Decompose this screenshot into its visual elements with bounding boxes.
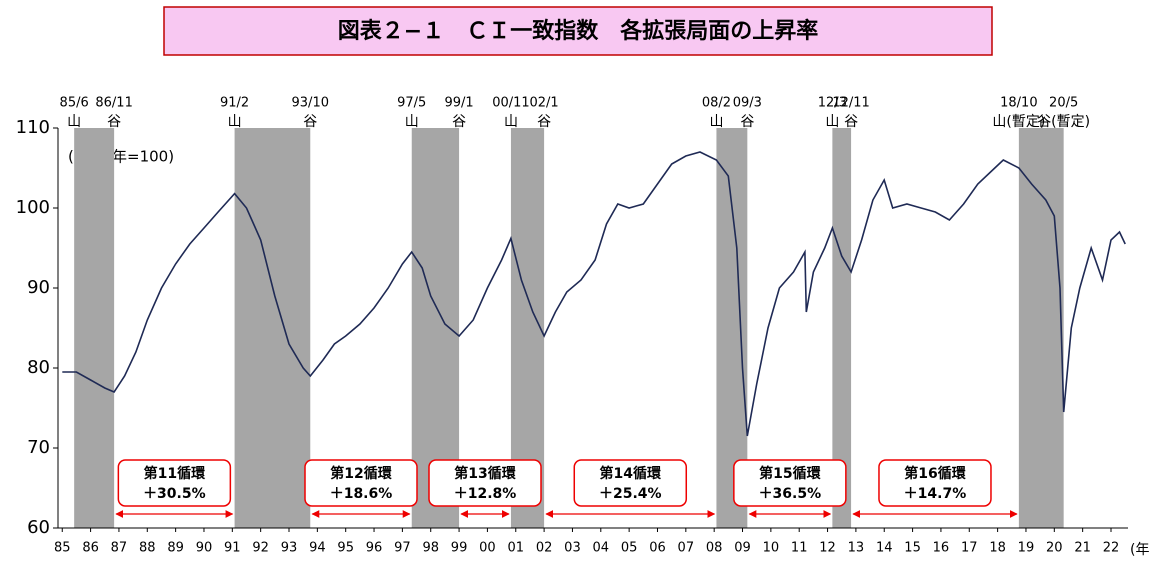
x-tick-label: 90 <box>196 541 213 556</box>
cycle-name: 第13循環 <box>454 465 516 482</box>
x-tick-label: 94 <box>309 541 326 556</box>
cycle-rate: ＋12.8% <box>454 486 517 502</box>
x-tick-label: 96 <box>366 541 383 556</box>
x-tick-label: 10 <box>763 541 780 556</box>
turning-kind: 谷(暫定) <box>1037 114 1090 130</box>
cycle-rate: ＋30.5% <box>143 486 206 502</box>
recession-band <box>74 128 115 528</box>
cycle-rate: ＋14.7% <box>904 486 967 502</box>
cycle-name: 第16循環 <box>904 465 966 482</box>
title-box <box>163 6 993 56</box>
y-tick-label: 100 <box>16 197 50 218</box>
x-tick-label: 20 <box>1046 541 1063 556</box>
x-tick-label: 98 <box>422 541 439 556</box>
x-tick-label: 17 <box>961 541 978 556</box>
x-tick-label: 15 <box>904 541 921 556</box>
cycle-rate: ＋18.6% <box>330 486 393 502</box>
x-tick-label: 02 <box>536 541 553 556</box>
x-tick-label: 92 <box>252 541 269 556</box>
turning-kind: 山 <box>825 114 839 130</box>
turning-kind: 山(暫定) <box>992 114 1045 130</box>
cycle-box <box>304 459 418 507</box>
turning-date: 85/6 <box>60 96 89 111</box>
cycle-box <box>117 459 232 507</box>
x-tick-label: 08 <box>706 541 723 556</box>
turning-date: 12/11 <box>832 96 869 111</box>
x-tick-label: 89 <box>167 541 184 556</box>
turning-kind: 山 <box>405 114 419 130</box>
x-tick-label: 07 <box>678 541 695 556</box>
x-tick-label: 04 <box>593 541 610 556</box>
y-tick-label: 80 <box>27 357 50 378</box>
turning-kind: 山 <box>504 114 518 130</box>
turning-kind: 谷 <box>107 114 121 130</box>
turning-date: 09/3 <box>733 96 762 111</box>
recession-band <box>1018 128 1064 528</box>
x-tick-label: 91 <box>224 541 241 556</box>
turning-date: 08/2 <box>702 96 731 111</box>
turning-date: 91/2 <box>220 96 249 111</box>
x-tick-label: 14 <box>876 541 893 556</box>
turning-date: 97/5 <box>397 96 426 111</box>
turning-date: 12/3 <box>818 96 847 111</box>
x-tick-label: 13 <box>848 541 865 556</box>
x-tick-label: 88 <box>139 541 156 556</box>
cycle-name: 第15循環 <box>759 465 821 482</box>
turning-kind: 山 <box>67 114 81 130</box>
turning-kind: 谷 <box>740 114 754 130</box>
turning-kind: 山 <box>228 114 242 130</box>
x-tick-label: 18 <box>989 541 1006 556</box>
turning-date: 02/1 <box>530 96 559 111</box>
x-tick-label: 97 <box>394 541 411 556</box>
x-tick-label: 00 <box>479 541 496 556</box>
x-tick-label: 87 <box>111 541 128 556</box>
turning-date: 93/10 <box>292 96 329 111</box>
turning-kind: 谷 <box>844 114 858 130</box>
turning-kind: 谷 <box>303 114 317 130</box>
turning-date: 00/11 <box>492 96 529 111</box>
turning-date: 86/11 <box>95 96 132 111</box>
x-tick-label: 93 <box>281 541 298 556</box>
x-tick-label: 21 <box>1074 541 1091 556</box>
x-tick-label: 85 <box>54 541 71 556</box>
cycle-name: 第11循環 <box>144 465 206 482</box>
cycle-name: 第14循環 <box>600 465 662 482</box>
cycle-box <box>573 459 688 507</box>
x-tick-label: 09 <box>734 541 751 556</box>
cycle-name: 第12循環 <box>330 465 392 482</box>
x-tick-label: 99 <box>451 541 468 556</box>
x-tick-label: 11 <box>791 541 808 556</box>
x-tick-label: 19 <box>1018 541 1035 556</box>
turning-date: 20/5 <box>1049 96 1078 111</box>
cycle-box <box>733 459 847 507</box>
x-tick-label: 06 <box>649 541 666 556</box>
recession-band <box>234 128 311 528</box>
x-axis-label: (年 <box>1130 542 1149 558</box>
cycle-rate: ＋25.4% <box>599 486 662 502</box>
recession-band <box>832 128 852 528</box>
y-tick-label: 60 <box>27 517 50 538</box>
turning-date: 18/10 <box>1000 96 1037 111</box>
x-tick-label: 16 <box>933 541 950 556</box>
turning-kind: 山 <box>709 114 723 130</box>
turning-kind: 谷 <box>537 114 551 130</box>
cycle-box <box>878 459 992 507</box>
turning-kind: 谷 <box>452 114 466 130</box>
ci-line <box>62 151 1126 437</box>
x-tick-label: 03 <box>564 541 581 556</box>
x-tick-label: 95 <box>337 541 354 556</box>
x-tick-label: 22 <box>1103 541 1120 556</box>
turning-date: 99/1 <box>444 96 473 111</box>
cycle-rate: ＋36.5% <box>759 486 822 502</box>
x-tick-label: 05 <box>621 541 638 556</box>
chart-title: 図表２−１ ＣＩ一致指数 各拡張局面の上昇率 <box>338 18 818 44</box>
y-tick-label: 110 <box>16 117 50 138</box>
x-tick-label: 86 <box>82 541 99 556</box>
x-tick-label: 12 <box>819 541 836 556</box>
x-tick-label: 01 <box>507 541 524 556</box>
cycle-box <box>428 459 542 507</box>
y-tick-label: 90 <box>27 277 50 298</box>
y-tick-label: 70 <box>27 437 50 458</box>
